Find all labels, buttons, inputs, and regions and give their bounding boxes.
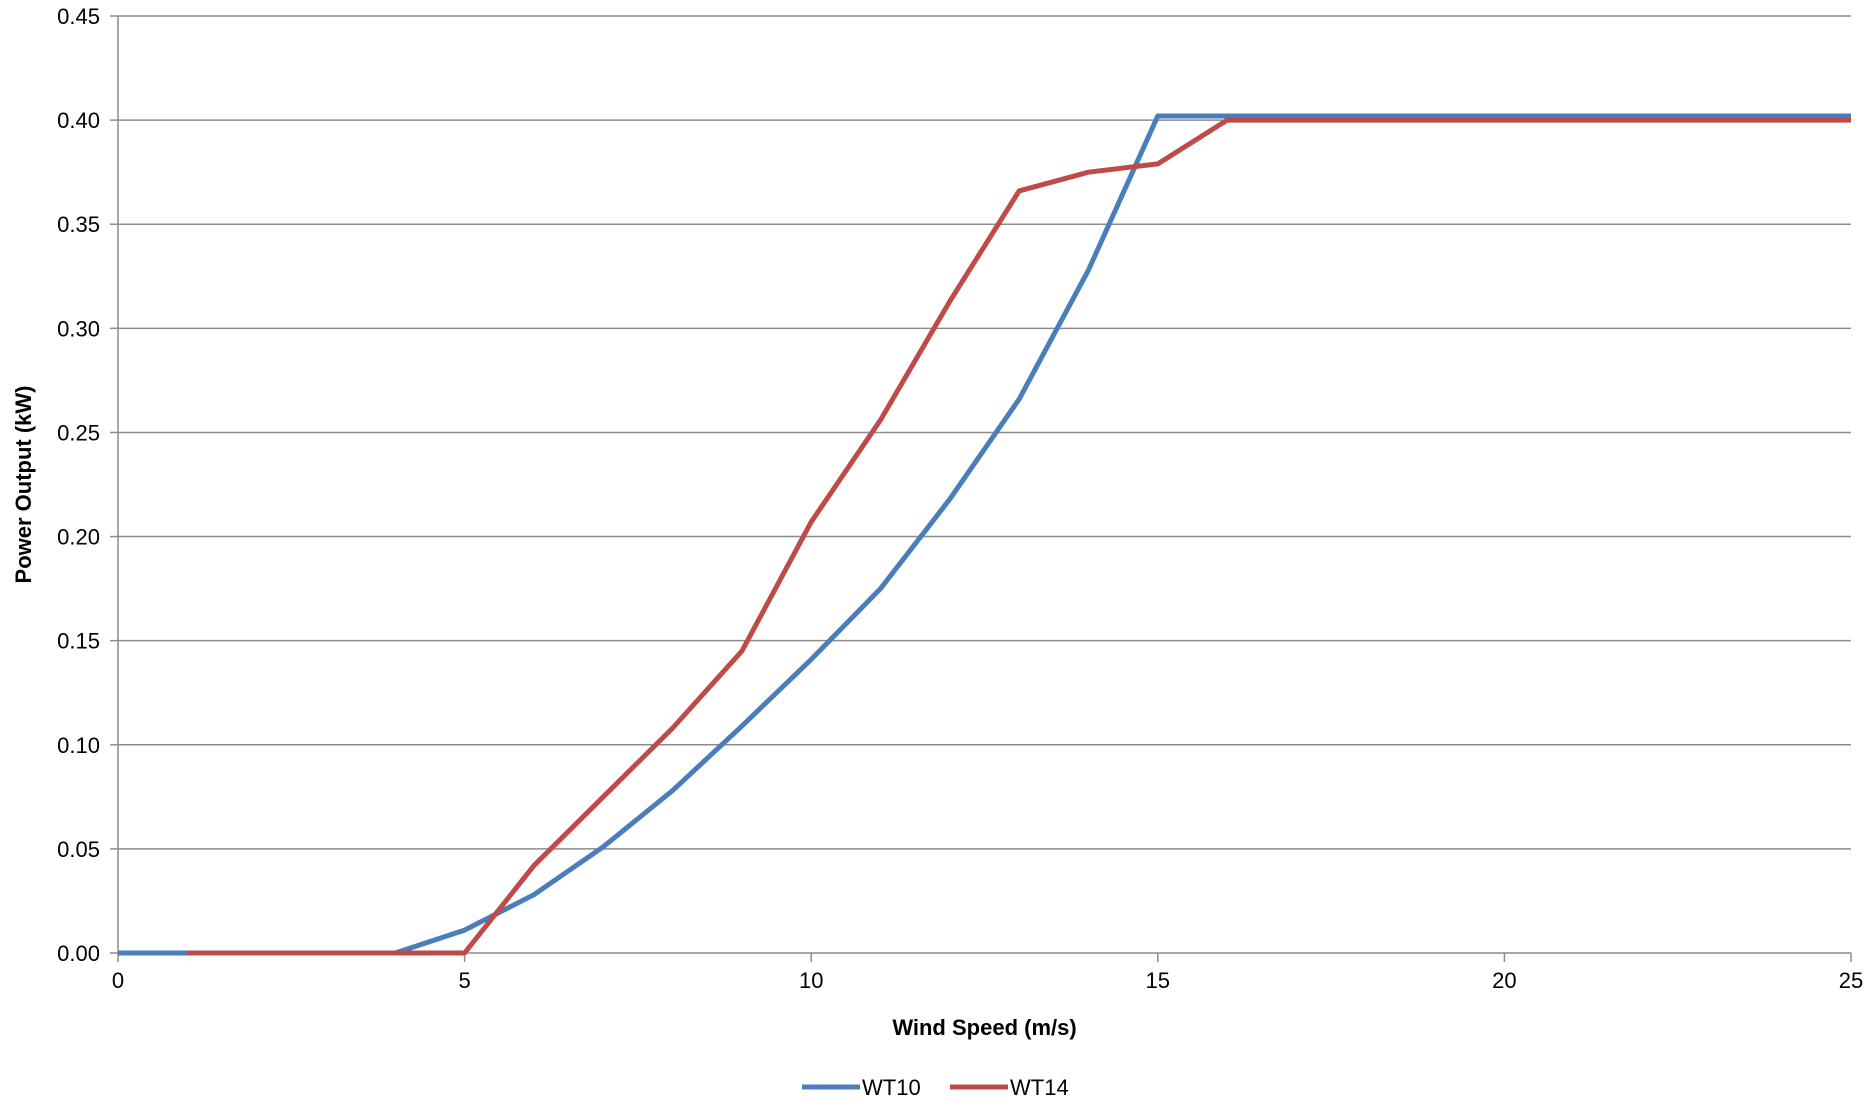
y-tick-label: 0.20 bbox=[57, 525, 100, 550]
legend: WT10 WT14 bbox=[802, 1075, 1069, 1100]
y-tick-label: 0.25 bbox=[57, 420, 100, 445]
x-axis-title: Wind Speed (m/s) bbox=[892, 1015, 1076, 1040]
series-line-wt14 bbox=[187, 117, 1851, 956]
y-tick-label: 0.10 bbox=[57, 733, 100, 758]
y-axis-title: Power Output (kW) bbox=[11, 386, 36, 584]
y-tick-label: 0.45 bbox=[57, 4, 100, 29]
y-tick-label: 0.30 bbox=[57, 316, 100, 341]
grid-lines bbox=[118, 15, 1851, 850]
y-tick-label: 0.35 bbox=[57, 212, 100, 237]
y-tick-label: 0.00 bbox=[57, 941, 100, 966]
x-tick-label: 15 bbox=[1146, 968, 1170, 993]
x-tick-label: 25 bbox=[1839, 968, 1863, 993]
tick-labels: 0.00 0.05 0.10 0.15 0.20 0.25 0.30 0.35 0.40 0.45… bbox=[57, 4, 1863, 993]
series-lines bbox=[118, 113, 1851, 956]
y-tick-label: 0.05 bbox=[57, 837, 100, 862]
axes bbox=[110, 15, 1852, 962]
legend-label-wt14: WT14 bbox=[1010, 1075, 1069, 1100]
x-tick-label: 5 bbox=[458, 968, 470, 993]
y-tick-label: 0.15 bbox=[57, 629, 100, 654]
x-tick-label: 0 bbox=[112, 968, 124, 993]
legend-label-wt10: WT10 bbox=[862, 1075, 921, 1100]
x-tick-label: 20 bbox=[1492, 968, 1516, 993]
series-line-wt10 bbox=[118, 113, 1851, 956]
x-tick-label: 10 bbox=[799, 968, 823, 993]
y-tick-label: 0.40 bbox=[57, 108, 100, 133]
